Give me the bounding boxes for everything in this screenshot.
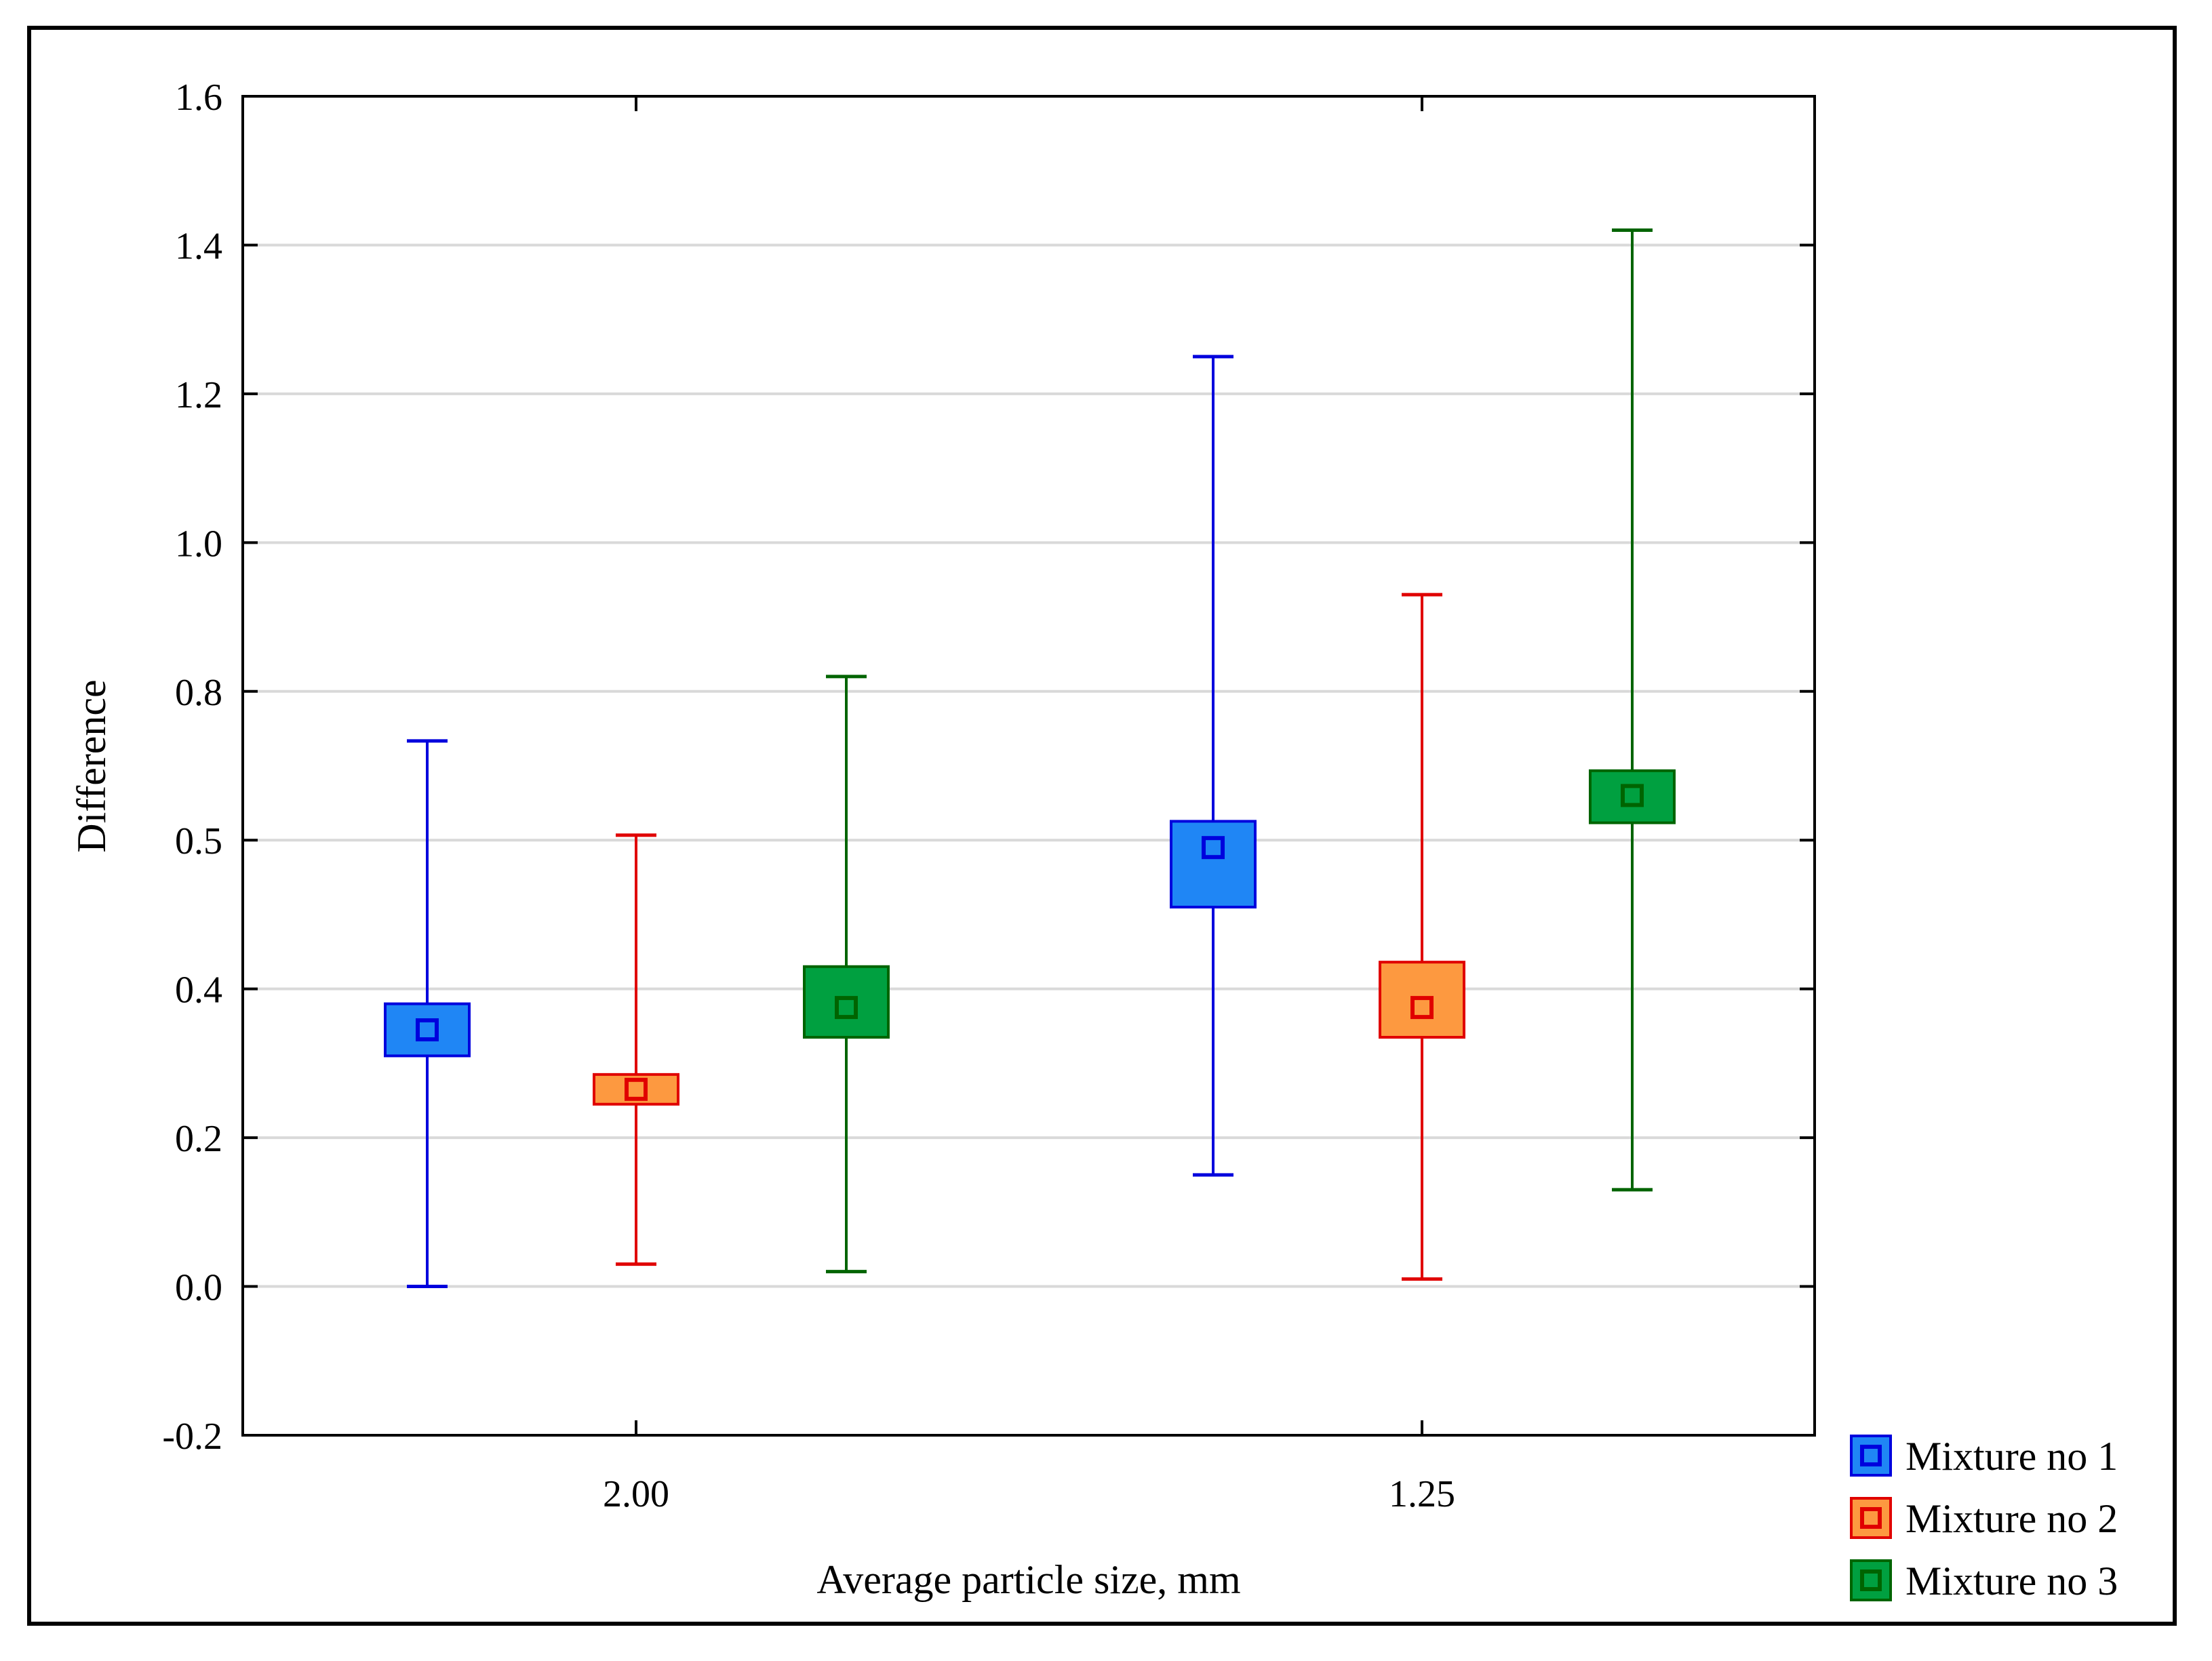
box-group [1170,355,1257,1177]
axes: -0.2 0.0 0.2 0.4 0.5 0.8 1.0 1.2 1.4 1.6 2.00 1.25 [162,77,1815,1515]
y-tick-label: -0.2 [162,1416,222,1458]
box-group [803,675,890,1274]
legend-swatch [1850,1435,1892,1477]
box [1589,769,1676,824]
mean-marker [625,1077,648,1101]
legend-item: Mixture no 2 [1850,1496,2118,1541]
box-group [593,833,679,1266]
y-axis-label: Difference [69,679,114,852]
y-tick-label: 1.2 [175,374,222,416]
box-group [1379,593,1465,1281]
legend-marker [1860,1445,1882,1466]
y-tick-label: 0.4 [175,969,222,1012]
x-tick-label: 2.00 [603,1473,669,1515]
mean-marker [1410,996,1434,1020]
box [384,1002,471,1058]
legend-swatch [1850,1497,1892,1539]
box [803,965,890,1039]
x-axis-label: Average particle size, mm [816,1557,1240,1602]
legend-marker [1860,1507,1882,1529]
gridlines [243,243,1815,1288]
legend-item: Mixture no 1 [1850,1434,2118,1479]
figure-frame [27,26,2177,1626]
box [1170,820,1257,908]
y-tick-label: 0.0 [175,1267,222,1309]
mean-marker [835,996,858,1020]
x-tick-label: 1.25 [1389,1473,1455,1515]
y-tick-label: 0.5 [175,820,222,862]
y-tick-label: 1.6 [175,77,222,119]
y-tick-label: 1.4 [175,225,222,267]
legend-item: Mixture no 3 [1850,1559,2118,1603]
mean-marker [1202,836,1225,860]
legend: Mixture no 1 Mixture no 2 Mixture no 3 [1850,1434,2118,1603]
y-tick-label: 1.0 [175,523,222,565]
box-group [1589,228,1676,1192]
mean-marker [416,1018,439,1042]
y-tick-label: 0.2 [175,1118,222,1160]
legend-label: Mixture no 2 [1905,1496,2118,1541]
legend-swatch [1850,1559,1892,1601]
data-marks [384,228,1676,1289]
mean-marker [1621,784,1644,807]
plot-area [241,95,1816,1437]
box-group [384,739,471,1289]
legend-label: Mixture no 3 [1905,1559,2118,1603]
y-tick-label: 0.8 [175,672,222,714]
legend-label: Mixture no 1 [1905,1434,2118,1479]
legend-marker [1860,1569,1882,1591]
